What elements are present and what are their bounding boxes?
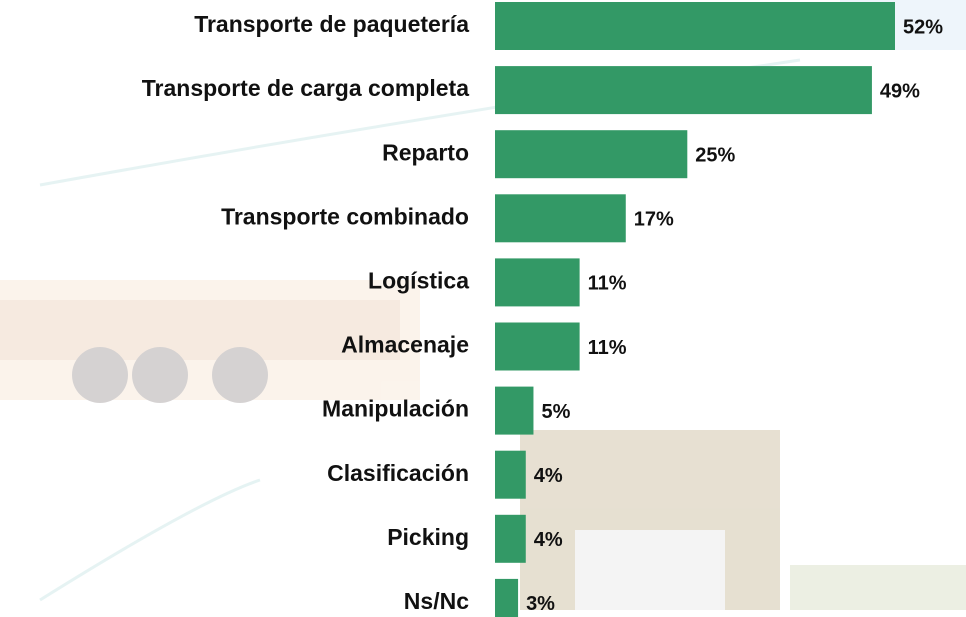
bar — [495, 66, 872, 115]
value-label: 11% — [588, 273, 627, 295]
value-label: 5% — [541, 401, 570, 423]
category-label: Ns/Nc — [404, 588, 469, 614]
category-label: Transporte combinado — [221, 203, 469, 229]
value-label: 49% — [880, 80, 920, 102]
bar — [495, 450, 526, 499]
bar — [495, 258, 580, 307]
value-label: 4% — [534, 465, 563, 487]
category-label: Manipulación — [322, 396, 469, 422]
bar — [495, 386, 534, 435]
category-label: Picking — [387, 524, 469, 550]
bar — [495, 194, 626, 243]
bar — [495, 322, 580, 371]
value-label: 17% — [634, 209, 674, 231]
category-label: Logística — [368, 267, 469, 293]
category-label: Almacenaje — [341, 332, 469, 358]
category-label: Reparto — [382, 139, 469, 165]
bar — [495, 2, 895, 50]
value-label: 52% — [903, 16, 943, 38]
category-label: Transporte de carga completa — [142, 75, 469, 101]
value-label: 11% — [588, 337, 627, 359]
category-label: Clasificación — [327, 460, 469, 486]
category-label: Transporte de paquetería — [194, 11, 469, 37]
value-label: 4% — [534, 529, 563, 551]
bar — [495, 578, 519, 617]
value-label: 25% — [695, 144, 735, 166]
value-label: 3% — [526, 593, 555, 615]
bar — [495, 514, 526, 563]
bar — [495, 130, 688, 179]
